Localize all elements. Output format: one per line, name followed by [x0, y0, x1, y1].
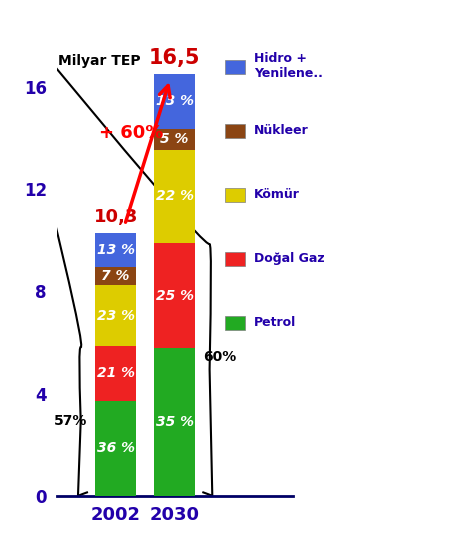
- Text: Nükleer: Nükleer: [253, 124, 308, 137]
- Text: 35 %: 35 %: [156, 415, 194, 429]
- Bar: [95, 346, 136, 401]
- Text: 13 %: 13 %: [97, 243, 135, 257]
- Text: Petrol: Petrol: [253, 315, 296, 329]
- Bar: [154, 150, 195, 243]
- Bar: [95, 401, 136, 496]
- Text: 13 %: 13 %: [156, 94, 194, 108]
- Bar: [154, 243, 195, 348]
- Text: 25 %: 25 %: [156, 288, 194, 302]
- Text: Hidro +
Yenilene..: Hidro + Yenilene..: [253, 52, 322, 80]
- Text: 7 %: 7 %: [101, 269, 130, 283]
- Text: 36 %: 36 %: [97, 441, 135, 455]
- Text: 57%: 57%: [54, 414, 87, 428]
- Bar: [154, 348, 195, 496]
- FancyBboxPatch shape: [225, 316, 244, 330]
- Text: 23 %: 23 %: [97, 308, 135, 322]
- FancyBboxPatch shape: [225, 124, 244, 138]
- Text: Doğal Gaz: Doğal Gaz: [253, 252, 324, 265]
- Text: Milyar TEP: Milyar TEP: [59, 53, 141, 67]
- Bar: [95, 232, 136, 267]
- Text: 16,5: 16,5: [149, 47, 201, 68]
- Text: 22 %: 22 %: [156, 189, 194, 203]
- Text: 10,3: 10,3: [93, 208, 138, 226]
- Text: Kömür: Kömür: [253, 188, 300, 201]
- Bar: [154, 74, 195, 129]
- FancyBboxPatch shape: [225, 252, 244, 266]
- Bar: [95, 285, 136, 346]
- FancyBboxPatch shape: [225, 188, 244, 202]
- Text: + 60%: + 60%: [99, 124, 163, 142]
- Text: 21 %: 21 %: [97, 367, 135, 381]
- Bar: [95, 267, 136, 285]
- Text: 60%: 60%: [203, 350, 236, 364]
- Text: 5 %: 5 %: [160, 133, 189, 147]
- FancyBboxPatch shape: [225, 60, 244, 74]
- Bar: [154, 129, 195, 150]
